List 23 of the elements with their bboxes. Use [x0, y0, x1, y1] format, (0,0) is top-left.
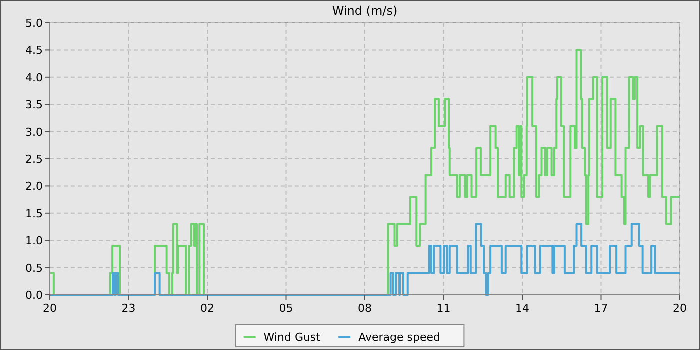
x-tick-label: 17: [594, 302, 608, 315]
x-tick-label: 02: [200, 302, 214, 315]
y-tick-label: 0.5: [26, 262, 43, 275]
y-tick-label: 3.0: [26, 126, 43, 139]
x-tick-label: 23: [122, 302, 136, 315]
legend-label: Wind Gust: [264, 331, 322, 344]
x-tick-label: 05: [279, 302, 294, 315]
legend-label: Average speed: [358, 331, 441, 344]
y-tick-label: 3.5: [26, 98, 43, 112]
chart-title: Wind (m/s): [332, 4, 398, 18]
y-tick-label: 2.0: [26, 180, 43, 194]
x-tick-label: 14: [516, 302, 530, 315]
y-tick-label: 1.0: [26, 234, 43, 248]
x-tick-label: 20: [673, 302, 687, 315]
y-tick-label: 4.5: [26, 44, 43, 58]
y-tick-label: 5.0: [26, 17, 43, 30]
x-tick-label: 20: [43, 302, 57, 315]
x-tick-label: 11: [436, 302, 451, 315]
y-tick-label: 4.0: [26, 71, 43, 84]
y-tick-label: 0.0: [26, 289, 43, 302]
y-tick-label: 1.5: [26, 207, 43, 220]
x-tick-label: 08: [358, 302, 372, 315]
y-tick-label: 2.5: [26, 153, 43, 166]
